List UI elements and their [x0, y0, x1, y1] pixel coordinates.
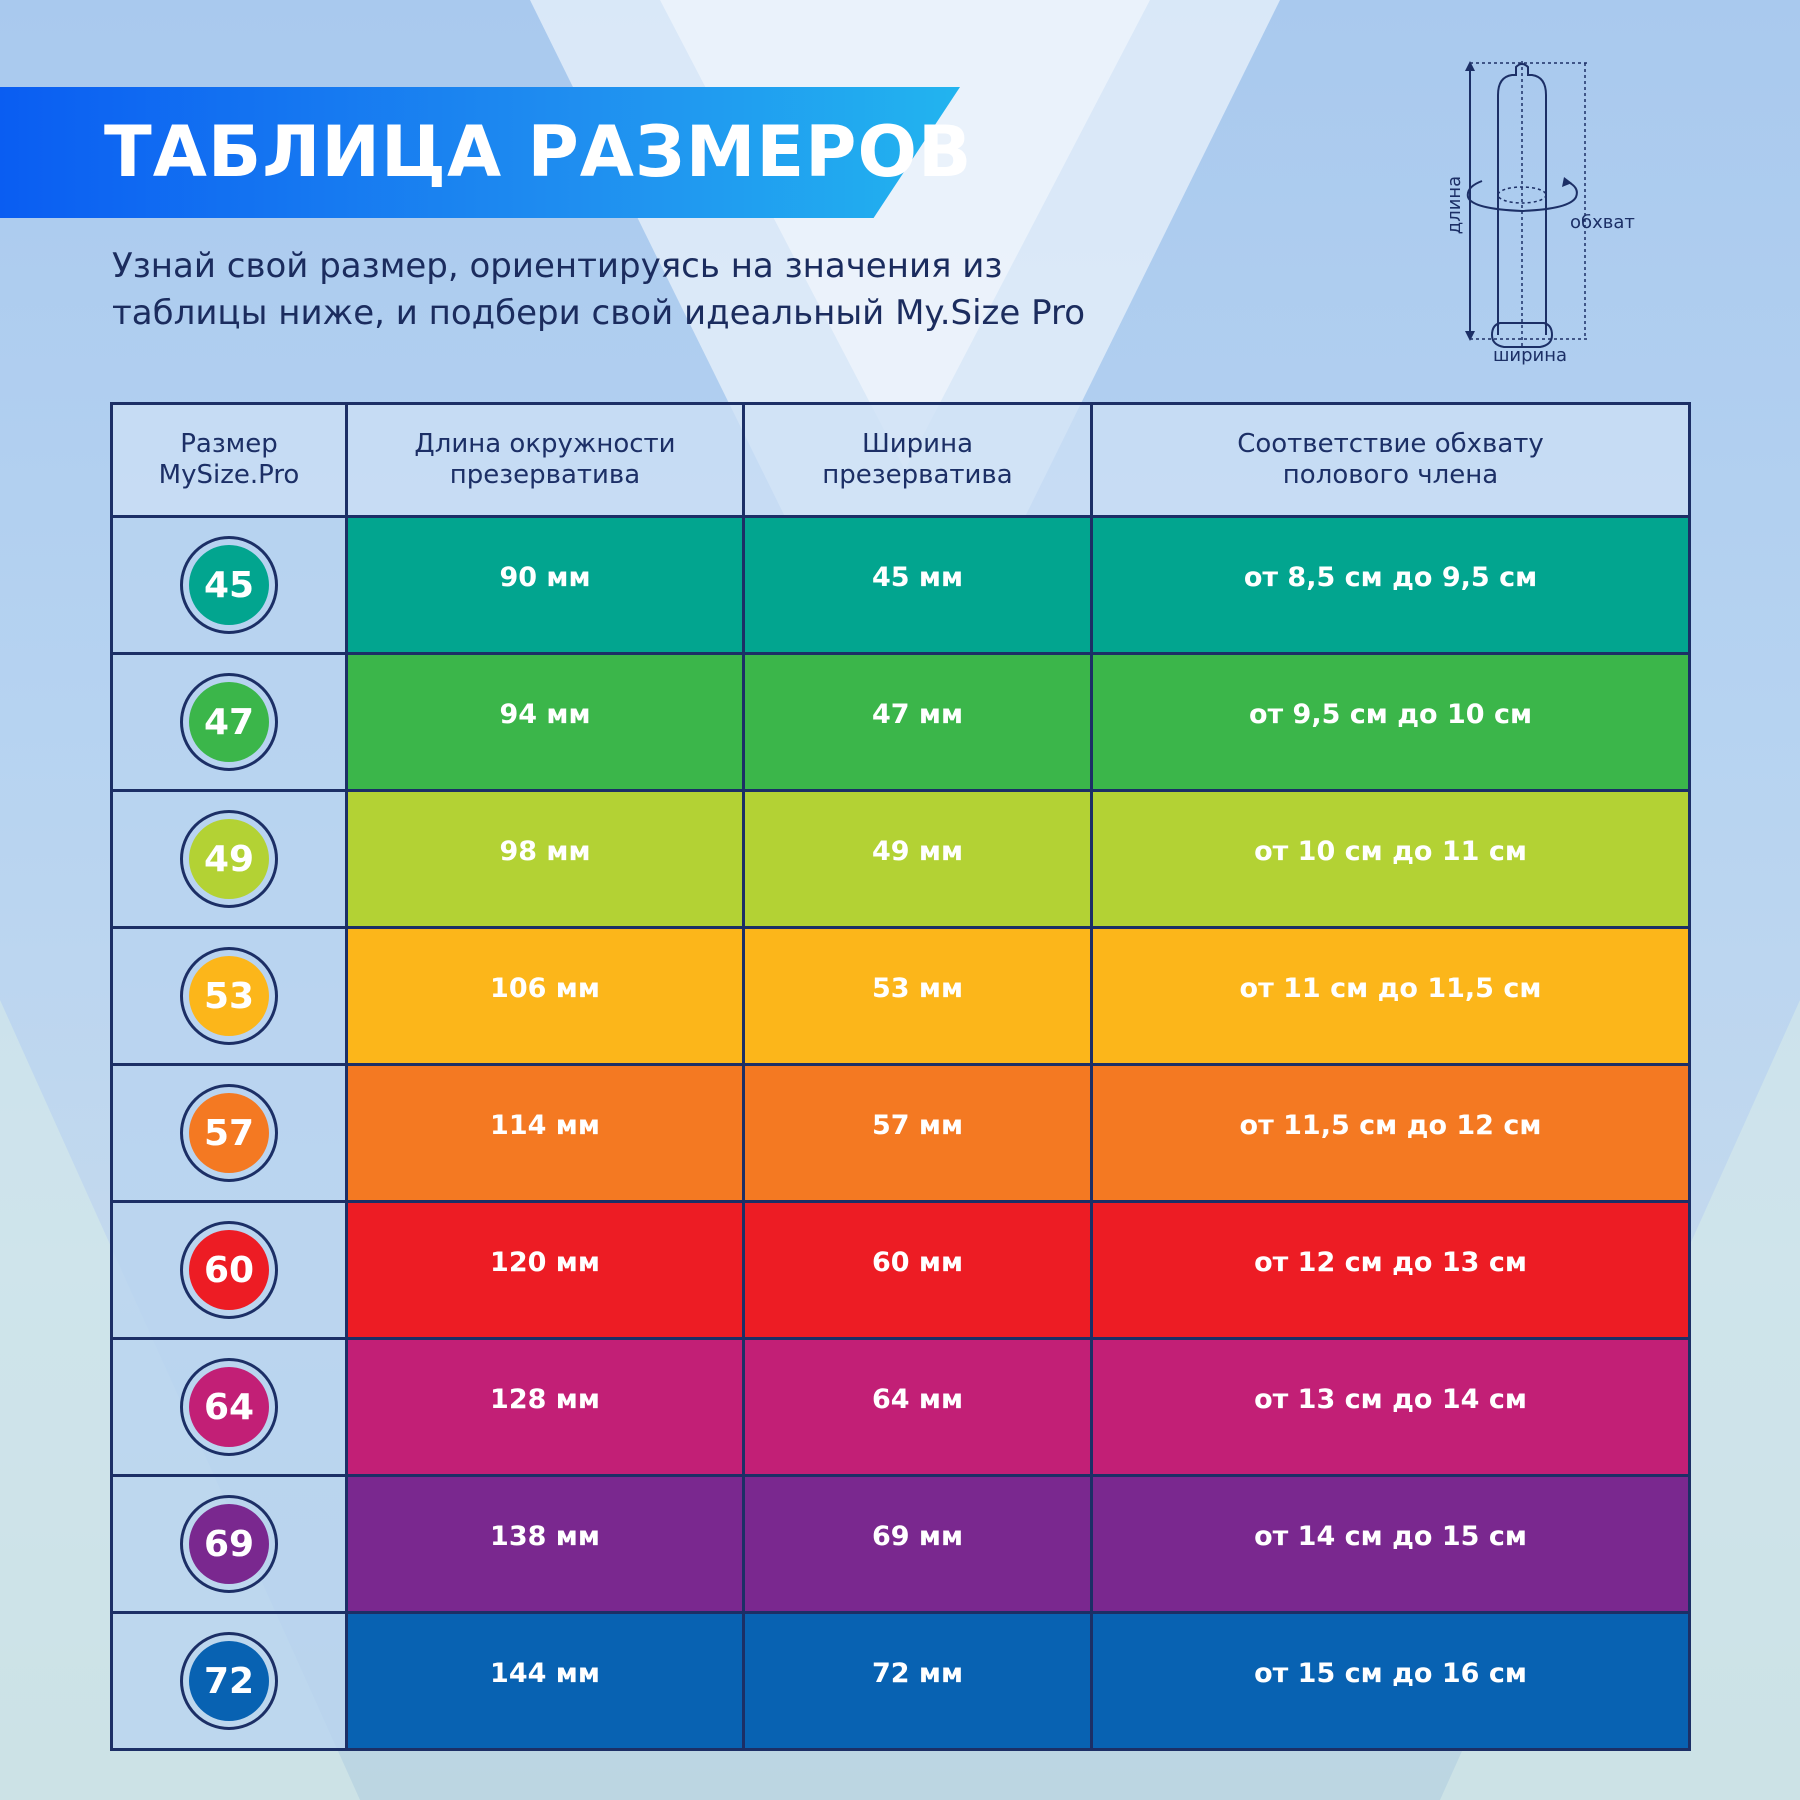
circumference-cell: 120 мм	[345, 1200, 745, 1340]
size-badge-ring: 72	[180, 1632, 278, 1730]
size-badge-ring: 57	[180, 1084, 278, 1182]
size-cell: 49	[110, 789, 348, 929]
size-badge-ring: 49	[180, 810, 278, 908]
width-cell: 69 мм	[742, 1474, 1093, 1614]
table-header-row: Размер MySize.Pro Длина окружности презе…	[110, 402, 1691, 518]
girth-cell: от 15 см до 16 см	[1090, 1611, 1691, 1751]
size-cell: 72	[110, 1611, 348, 1751]
width-cell: 64 мм	[742, 1337, 1093, 1477]
size-badge-ring: 53	[180, 947, 278, 1045]
girth-cell: от 14 см до 15 см	[1090, 1474, 1691, 1614]
size-cell: 64	[110, 1337, 348, 1477]
table-row: 64 128 мм 64 мм от 13 см до 14 см	[110, 1337, 1691, 1477]
width-cell: 57 мм	[742, 1063, 1093, 1203]
header-circumference: Длина окружности презерватива	[345, 402, 745, 518]
subtitle-line-2: таблицы ниже, и подбери свой идеальный M…	[112, 293, 1086, 333]
width-cell: 47 мм	[742, 652, 1093, 792]
girth-cell: от 9,5 см до 10 см	[1090, 652, 1691, 792]
width-cell: 72 мм	[742, 1611, 1093, 1751]
girth-cell: от 12 см до 13 см	[1090, 1200, 1691, 1340]
table-row: 57 114 мм 57 мм от 11,5 см до 12 см	[110, 1063, 1691, 1203]
size-table: Размер MySize.Pro Длина окружности презе…	[110, 402, 1691, 1751]
subtitle: Узнай свой размер, ориентируясь на значе…	[112, 243, 1112, 337]
size-badge: 47	[189, 682, 269, 762]
size-badge: 60	[189, 1230, 269, 1310]
size-cell: 57	[110, 1063, 348, 1203]
header-girth: Соответствие обхвату полового члена	[1090, 402, 1691, 518]
width-cell: 60 мм	[742, 1200, 1093, 1340]
diagram-width-label: ширина	[1493, 345, 1567, 366]
size-badge-ring: 64	[180, 1358, 278, 1456]
girth-cell: от 8,5 см до 9,5 см	[1090, 515, 1691, 655]
girth-cell: от 11,5 см до 12 см	[1090, 1063, 1691, 1203]
size-badge-ring: 45	[180, 536, 278, 634]
size-badge-ring: 60	[180, 1221, 278, 1319]
measurement-diagram: длина обхват ширина	[1444, 61, 1635, 366]
size-cell: 47	[110, 652, 348, 792]
table-row: 60 120 мм 60 мм от 12 см до 13 см	[110, 1200, 1691, 1340]
circumference-cell: 94 мм	[345, 652, 745, 792]
size-badge-ring: 69	[180, 1495, 278, 1593]
circumference-cell: 90 мм	[345, 515, 745, 655]
diagram-length-label: длина	[1444, 176, 1465, 234]
size-badge: 64	[189, 1367, 269, 1447]
table-row: 69 138 мм 69 мм от 14 см до 15 см	[110, 1474, 1691, 1614]
circumference-cell: 114 мм	[345, 1063, 745, 1203]
table-row: 49 98 мм 49 мм от 10 см до 11 см	[110, 789, 1691, 929]
circumference-cell: 138 мм	[345, 1474, 745, 1614]
girth-cell: от 13 см до 14 см	[1090, 1337, 1691, 1477]
size-cell: 45	[110, 515, 348, 655]
page-title: ТАБЛИЦА РАЗМЕРОВ	[104, 111, 973, 193]
size-cell: 60	[110, 1200, 348, 1340]
girth-cell: от 11 см до 11,5 см	[1090, 926, 1691, 1066]
circumference-cell: 106 мм	[345, 926, 745, 1066]
size-badge: 69	[189, 1504, 269, 1584]
circumference-cell: 128 мм	[345, 1337, 745, 1477]
girth-cell: от 10 см до 11 см	[1090, 789, 1691, 929]
width-cell: 49 мм	[742, 789, 1093, 929]
circumference-cell: 98 мм	[345, 789, 745, 929]
size-badge: 45	[189, 545, 269, 625]
table-row: 45 90 мм 45 мм от 8,5 см до 9,5 см	[110, 515, 1691, 655]
subtitle-line-1: Узнай свой размер, ориентируясь на значе…	[112, 246, 1003, 286]
title-banner	[0, 87, 960, 218]
size-badge: 72	[189, 1641, 269, 1721]
table-row: 53 106 мм 53 мм от 11 см до 11,5 см	[110, 926, 1691, 1066]
size-badge: 57	[189, 1093, 269, 1173]
header-width: Ширина презерватива	[742, 402, 1093, 518]
width-cell: 53 мм	[742, 926, 1093, 1066]
size-cell: 69	[110, 1474, 348, 1614]
width-cell: 45 мм	[742, 515, 1093, 655]
header-size: Размер MySize.Pro	[110, 402, 348, 518]
size-badge-ring: 47	[180, 673, 278, 771]
table-row: 47 94 мм 47 мм от 9,5 см до 10 см	[110, 652, 1691, 792]
diagram-girth-label: обхват	[1570, 212, 1635, 233]
size-badge: 53	[189, 956, 269, 1036]
circumference-cell: 144 мм	[345, 1611, 745, 1751]
table-row: 72 144 мм 72 мм от 15 см до 16 см	[110, 1611, 1691, 1751]
size-cell: 53	[110, 926, 348, 1066]
size-badge: 49	[189, 819, 269, 899]
